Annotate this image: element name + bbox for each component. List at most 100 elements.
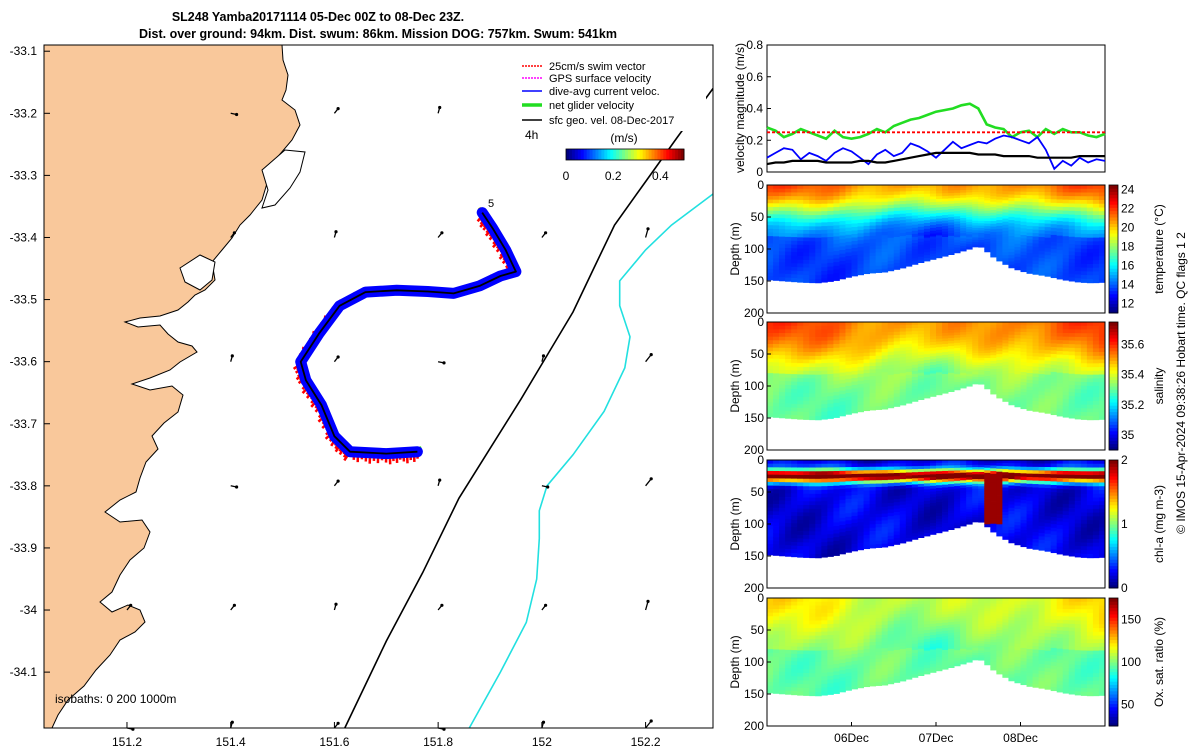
section-cell xyxy=(785,511,792,516)
section-cell xyxy=(966,506,973,510)
section-cell xyxy=(809,516,816,521)
section-cell xyxy=(942,490,949,494)
section-cell xyxy=(833,340,840,345)
section-cell xyxy=(839,470,846,475)
section-cell xyxy=(972,481,979,485)
section-cell xyxy=(923,365,931,370)
section-cell xyxy=(954,208,961,212)
section-cell xyxy=(815,192,822,197)
section-cell xyxy=(869,252,877,257)
section-cell xyxy=(887,502,895,507)
section-cell xyxy=(990,523,997,527)
section-cell xyxy=(791,541,798,547)
section-cell xyxy=(1074,497,1082,502)
section-cell xyxy=(929,525,937,530)
section-cell xyxy=(797,248,804,253)
section-cell xyxy=(990,341,997,345)
section-cell xyxy=(1008,530,1015,534)
section-cell xyxy=(857,529,864,533)
section-cell xyxy=(773,254,780,259)
section-cell xyxy=(1098,199,1106,205)
section-cell xyxy=(803,400,810,405)
section-cell xyxy=(845,195,852,200)
section-cell xyxy=(1092,415,1100,421)
section-cell xyxy=(845,523,852,528)
section-cell xyxy=(929,196,937,200)
section-cell xyxy=(821,516,828,521)
section-cell xyxy=(1020,378,1027,383)
section-cell xyxy=(1044,523,1052,528)
section-cell xyxy=(809,542,816,547)
section-cell xyxy=(1074,407,1082,412)
section-cell xyxy=(779,548,786,553)
section-cell xyxy=(1092,329,1100,334)
section-cell xyxy=(803,200,810,205)
section-cell xyxy=(1044,202,1052,207)
map-x-tick-label: 151.2 xyxy=(112,735,142,749)
section-cell xyxy=(899,376,907,380)
section-cell xyxy=(996,383,1003,387)
section-cell xyxy=(1086,397,1094,402)
section-cell xyxy=(875,188,883,193)
section-cell xyxy=(1020,225,1027,229)
section-cell xyxy=(1014,377,1021,382)
section-cell xyxy=(954,478,961,482)
section-cell xyxy=(942,462,949,466)
section-cell xyxy=(917,342,925,347)
section-cell xyxy=(839,383,846,388)
section-cell xyxy=(899,353,907,358)
section-cell xyxy=(929,236,937,240)
section-cell xyxy=(839,213,846,218)
section-colorbar-cell xyxy=(1109,485,1118,490)
section-cell xyxy=(1092,493,1100,498)
section-cell xyxy=(773,240,780,245)
section-cell xyxy=(954,237,961,241)
section-cell xyxy=(984,503,991,507)
section-cell xyxy=(785,192,792,197)
section-cell xyxy=(887,251,895,255)
section-cell xyxy=(923,187,931,192)
section-cell xyxy=(773,355,780,360)
section-cell xyxy=(960,243,967,247)
section-cell xyxy=(966,361,973,365)
section-cell xyxy=(785,530,792,535)
section-cell xyxy=(905,491,913,495)
section-cell xyxy=(767,463,774,468)
section-cell xyxy=(936,224,943,228)
section-cell xyxy=(1086,408,1094,413)
section-cell xyxy=(954,504,961,508)
section-cell xyxy=(875,500,883,505)
section-cell xyxy=(1092,348,1100,353)
section-cell xyxy=(773,347,780,352)
section-cell xyxy=(1050,531,1058,536)
section-cell xyxy=(839,224,846,229)
section-cell xyxy=(923,217,931,221)
section-cell xyxy=(797,404,804,409)
map-colorbar-ticks: 0 0.2 0.4 xyxy=(563,169,669,183)
section-cell xyxy=(1056,185,1064,190)
colorbar-cell xyxy=(574,149,579,160)
section-cell xyxy=(1014,253,1021,258)
section-cell xyxy=(863,524,871,529)
section-cell xyxy=(827,214,834,219)
section-cell xyxy=(984,501,991,505)
section-cell xyxy=(815,355,822,361)
section-cell xyxy=(954,218,961,222)
section-cell xyxy=(1026,270,1033,274)
section-cell xyxy=(1044,265,1052,270)
section-cell xyxy=(960,223,967,227)
section-cell xyxy=(954,203,961,207)
section-cell xyxy=(815,467,822,472)
section-cell xyxy=(1044,488,1052,492)
section-cell xyxy=(984,498,991,502)
velocity-y-tick-label: 0.8 xyxy=(746,38,763,52)
section-cell xyxy=(911,209,919,213)
section-cell xyxy=(899,363,907,368)
section-cell xyxy=(966,199,973,203)
section-cell xyxy=(1068,240,1076,245)
section-cell xyxy=(779,609,786,614)
section-cell xyxy=(881,493,889,498)
section-cell xyxy=(821,196,828,201)
section-cell xyxy=(984,337,991,341)
section-cell xyxy=(875,379,883,384)
